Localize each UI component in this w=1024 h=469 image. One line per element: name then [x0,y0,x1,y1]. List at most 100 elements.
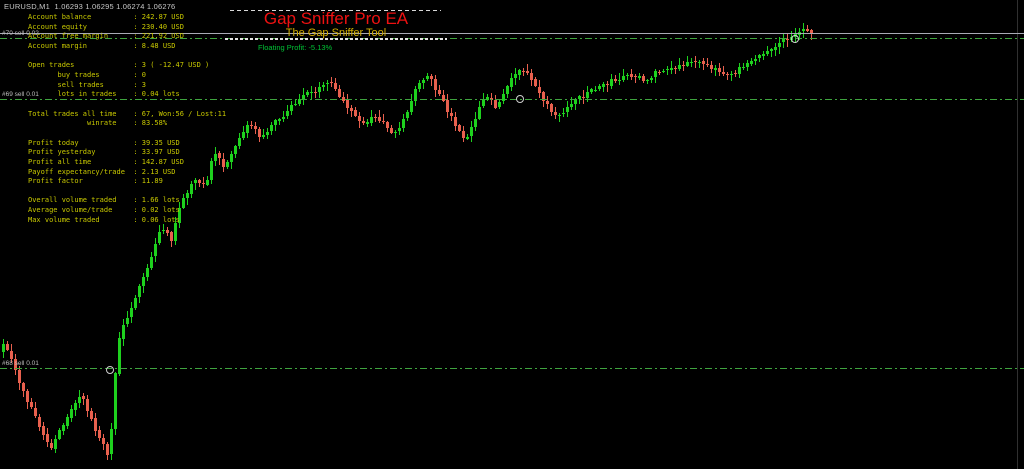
bull-candle [294,104,297,106]
order-line-70[interactable] [0,37,1024,39]
bear-candle [50,442,53,449]
comment-line: Payoff expectancy/trade : 2.13 USD [28,167,176,176]
bear-candle [6,344,9,351]
bull-candle [186,193,189,199]
bear-candle [530,73,533,80]
comment-line: Overall volume traded : 1.66 lots [28,196,180,205]
bear-candle [362,120,365,124]
bull-candle [778,42,781,48]
bull-candle [150,256,153,268]
bull-candle [134,297,137,309]
bull-candle [578,96,581,100]
candle-wick [671,61,672,75]
bull-candle [302,94,305,99]
bull-candle [142,277,145,286]
bull-candle [502,93,505,102]
comment-line: Profit all time : 142.87 USD [28,157,184,166]
bear-candle [494,99,497,108]
bull-candle [598,86,601,89]
bear-candle [198,179,201,183]
current-price-line [0,33,1024,34]
bull-candle [678,65,681,69]
bull-candle [766,50,769,55]
bear-candle [218,152,221,159]
bear-candle [258,128,261,138]
comment-line: Max volume traded : 0.06 lots [28,215,180,224]
candle-wick [523,68,524,76]
candle-wick [807,24,808,32]
bear-candle [634,76,637,78]
bull-candle [698,61,701,63]
bull-candle [214,153,217,162]
candle-wick [627,72,628,80]
bear-candle [202,183,205,185]
order-line-68[interactable] [0,368,1024,369]
candle-wick [195,178,196,190]
bull-candle [782,38,785,43]
bear-candle [386,122,389,128]
bull-candle [190,183,193,195]
comment-line: Average volume/trade : 0.02 lots [28,206,180,215]
bull-candle [194,180,197,184]
bear-candle [450,112,453,117]
candle-wick [707,58,708,68]
bull-candle [110,428,113,455]
floating-profit-label: Floating Profit: -5.13% [258,43,333,52]
bear-candle [382,120,385,123]
candle-wick [607,80,608,93]
bull-candle [138,285,141,297]
bull-candle [518,70,521,75]
bull-candle [690,62,693,64]
bull-candle [262,134,265,138]
bull-candle [286,110,289,117]
bear-candle [314,91,317,93]
candle-wick [251,121,252,129]
order-line-69[interactable] [0,98,1024,100]
bull-candle [514,74,517,79]
bull-candle [414,89,417,102]
bull-candle [290,104,293,111]
candle-wick [527,64,528,76]
bear-candle [710,64,713,70]
bull-candle [758,55,761,59]
bull-candle [622,75,625,81]
bull-candle [774,47,777,50]
bull-candle [602,83,605,87]
comment-line: Profit yesterday : 33.97 USD [28,148,180,157]
bull-candle [626,74,629,76]
candle-wick [383,114,384,125]
bear-candle [706,63,709,66]
candle-wick [279,118,280,126]
chart-symbol-title: EURUSD,M1 1.06293 1.06295 1.06274 1.0627… [4,2,176,11]
bear-candle [534,78,537,86]
bear-candle [582,96,585,98]
bull-candle [122,324,125,339]
bull-candle [370,116,373,124]
candle-wick [295,98,296,107]
bull-candle [746,62,749,67]
bull-candle [274,120,277,126]
bull-candle [282,116,285,119]
order-line-label: #68 sell 0.01 [2,360,39,367]
bull-candle [650,77,653,81]
bear-candle [442,94,445,101]
ea-comment-panel: Account balance : 242.87 USD Account equi… [28,13,226,225]
bear-candle [250,125,253,127]
candle-wick [331,76,332,88]
candle-wick [723,66,724,77]
candle-wick [727,72,728,80]
bull-candle [306,92,309,95]
candle-wick [623,68,624,82]
bear-candle [550,104,553,112]
bull-candle [738,67,741,75]
bear-candle [434,79,437,91]
trade-entry-marker [791,35,799,43]
comment-line: Total trades all time : 67, Won:56 / Los… [28,109,227,118]
bear-candle [682,64,685,66]
candle-wick [423,78,424,90]
ea-subtitle: The Gap Sniffer Tool [285,26,387,39]
bull-candle [394,131,397,133]
bear-candle [98,430,101,438]
bull-candle [802,28,805,32]
